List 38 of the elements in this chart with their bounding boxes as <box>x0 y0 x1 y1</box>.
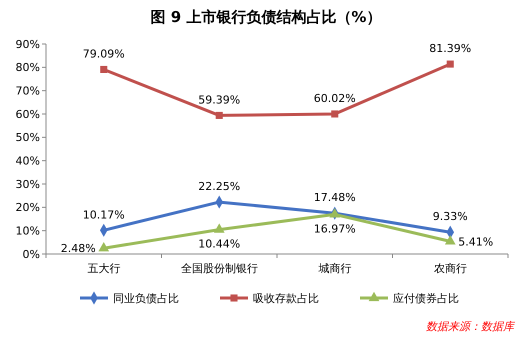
x-tick-label: 全国股份制银行 <box>180 262 258 275</box>
x-tick-label: 城商行 <box>317 262 352 275</box>
point <box>100 66 108 73</box>
chart-title: 图 9 上市银行负债结构占比（%） <box>150 8 382 26</box>
y-tick-label: 0% <box>22 248 40 261</box>
data-label: 10.17% <box>82 208 125 222</box>
point <box>216 112 223 119</box>
data-label: 17.48% <box>314 191 356 204</box>
y-tick-label: 70% <box>16 84 40 98</box>
point <box>446 60 454 68</box>
y-tick-label: 80% <box>16 61 40 74</box>
y-tick-label: 30% <box>16 178 40 191</box>
legend-label: 同业负债占比 <box>113 292 179 305</box>
x-tick-label: 农商行 <box>434 262 467 275</box>
y-tick-label: 40% <box>16 154 40 168</box>
legend-label: 吸收存款占比 <box>253 292 319 305</box>
data-label: 9.33% <box>432 210 468 224</box>
y-tick-label: 20% <box>16 201 40 214</box>
point <box>214 223 225 233</box>
data-label: 16.97% <box>314 222 356 236</box>
data-label: 2.48% <box>60 242 96 256</box>
data-label: 5.41% <box>458 235 494 248</box>
point <box>331 110 338 118</box>
data-label: 22.25% <box>198 180 240 194</box>
point <box>444 235 456 244</box>
legend-label: 应付债券占比 <box>393 292 459 305</box>
y-tick-label: 50% <box>16 131 40 144</box>
y-tick-label: 60% <box>16 108 40 121</box>
x-tick-label: 五大行 <box>87 262 120 275</box>
data-label: 10.44% <box>198 238 240 251</box>
source-note: 数据来源：数据库 <box>426 320 516 333</box>
point <box>98 242 110 252</box>
y-tick-label: 10% <box>16 224 40 238</box>
data-label: 79.09% <box>82 47 125 60</box>
data-label: 81.39% <box>429 42 472 56</box>
data-label: 60.02% <box>314 92 356 105</box>
data-label: 59.39% <box>198 93 240 106</box>
y-tick-label: 90% <box>16 38 40 51</box>
